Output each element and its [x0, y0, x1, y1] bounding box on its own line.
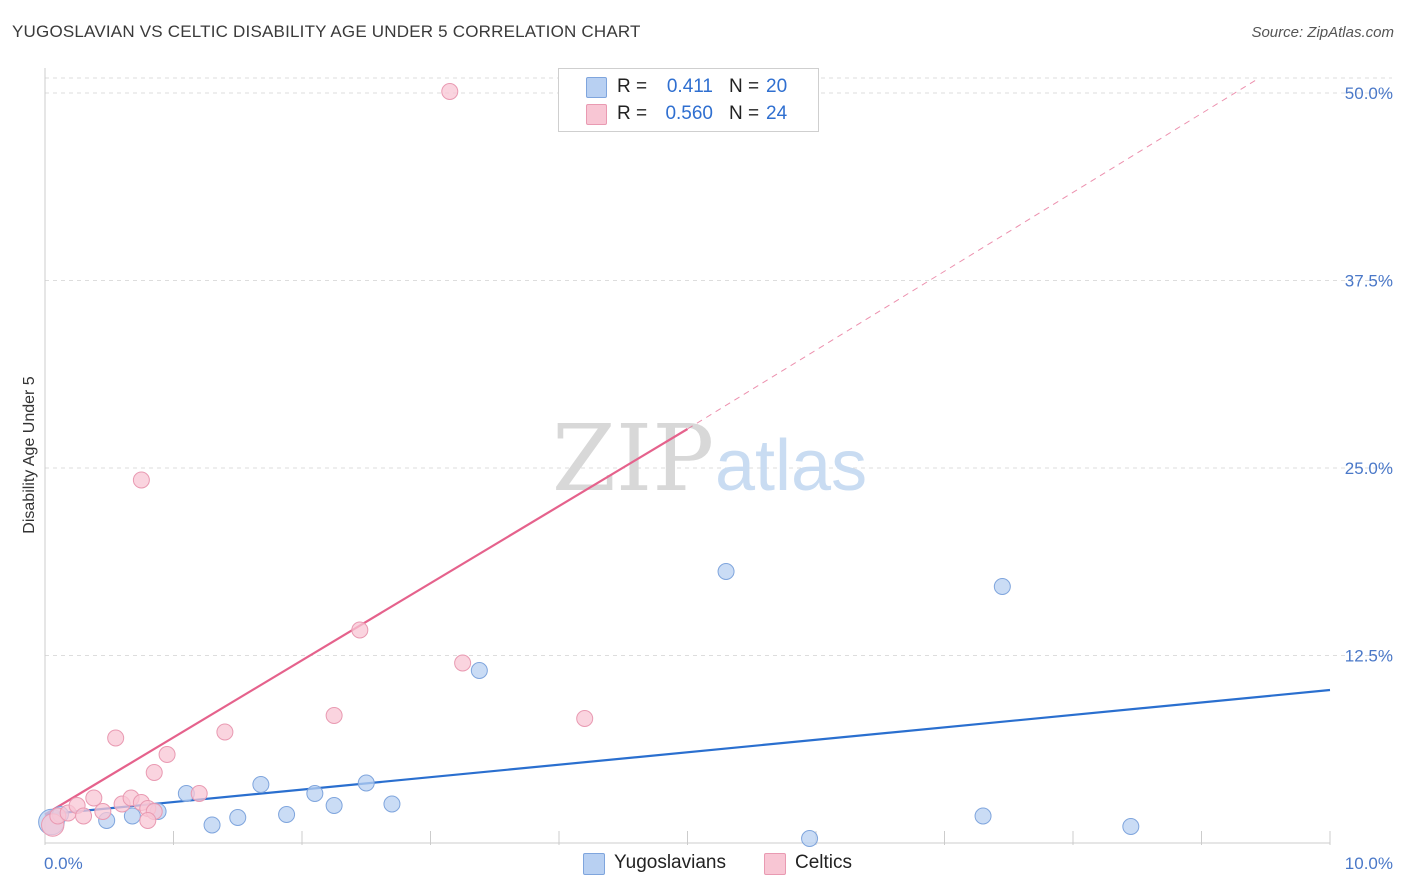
point-yugoslavians — [325, 797, 343, 814]
point-celtics — [325, 707, 343, 724]
point-yugoslavians — [1122, 818, 1140, 835]
point-yugoslavians — [993, 578, 1011, 595]
legend-row-yugoslavians: R = 0.411 N = 20 — [559, 73, 818, 101]
point-yugoslavians — [383, 795, 401, 813]
point-celtics — [132, 471, 150, 489]
legend-r-value: 0.411 — [666, 76, 713, 97]
point-celtics — [190, 785, 208, 802]
legend-row-celtics: R = 0.560 N = 24 — [559, 100, 818, 128]
legend-n-label: N = — [729, 76, 760, 97]
point-celtics — [576, 710, 594, 727]
axes — [44, 68, 1331, 845]
point-celtics — [216, 723, 234, 741]
y-tick-label: 37.5% — [1345, 272, 1393, 291]
legend-label-yugoslavians: Yugoslavians — [614, 852, 726, 873]
point-yugoslavians — [306, 785, 324, 802]
source-label: Source: ZipAtlas.com — [1251, 24, 1394, 41]
watermark-atlas: atlas — [715, 426, 867, 506]
legend-n-value: 20 — [766, 76, 788, 97]
trend-extension-celtics — [687, 77, 1260, 430]
y-axis-label: Disability Age Under 5 — [21, 376, 38, 534]
point-celtics — [107, 729, 125, 747]
x-tick-label-max: 10.0% — [1345, 854, 1393, 873]
point-yugoslavians — [357, 774, 375, 792]
legend-r-label: R = — [617, 76, 648, 97]
legend-n-value: 24 — [766, 103, 788, 124]
legend-swatch-blue — [583, 853, 605, 875]
legend-n-label: N = — [729, 103, 760, 124]
point-celtics — [85, 789, 103, 807]
y-tick-label: 50.0% — [1345, 84, 1393, 103]
point-celtics — [94, 803, 112, 820]
legend-label-celtics: Celtics — [795, 852, 853, 873]
point-celtics — [454, 654, 472, 672]
legend-swatch-pink — [586, 104, 607, 125]
y-tick-label: 25.0% — [1345, 459, 1393, 478]
point-yugoslavians — [203, 816, 221, 834]
point-yugoslavians — [974, 807, 992, 825]
point-yugoslavians — [252, 776, 270, 793]
point-yugoslavians — [717, 563, 735, 580]
legend-r-label: R = — [617, 103, 648, 124]
x-tick-label-min: 0.0% — [44, 854, 83, 873]
point-celtics — [75, 807, 93, 825]
trend-lines — [44, 77, 1331, 816]
point-yugoslavians — [470, 662, 488, 679]
data-points — [38, 83, 1140, 847]
y-tick-label: 12.5% — [1345, 647, 1393, 666]
legend-swatch-blue — [586, 77, 607, 98]
stats-legend: R = 0.411 N = 20 R = 0.560 N = 24 — [558, 68, 819, 132]
point-yugoslavians — [123, 807, 141, 825]
point-celtics — [139, 812, 157, 829]
chart-title: YUGOSLAVIAN VS CELTIC DISABILITY AGE UND… — [12, 22, 641, 41]
trend-line-yugoslavians — [44, 688, 1331, 816]
point-celtics — [145, 764, 163, 781]
point-yugoslavians — [278, 806, 296, 823]
trend-line-celtics — [44, 428, 689, 816]
legend-swatch-pink — [764, 853, 786, 875]
point-celtics — [351, 621, 369, 639]
point-celtics — [158, 746, 176, 763]
point-celtics — [441, 83, 459, 100]
x-tick-labels: 0.0% 10.0% — [44, 854, 1393, 873]
legend-r-value: 0.560 — [665, 103, 713, 124]
y-tick-labels: 12.5% 25.0% 37.5% 50.0% — [1345, 84, 1393, 666]
point-yugoslavians — [801, 830, 819, 847]
point-yugoslavians — [229, 809, 247, 826]
